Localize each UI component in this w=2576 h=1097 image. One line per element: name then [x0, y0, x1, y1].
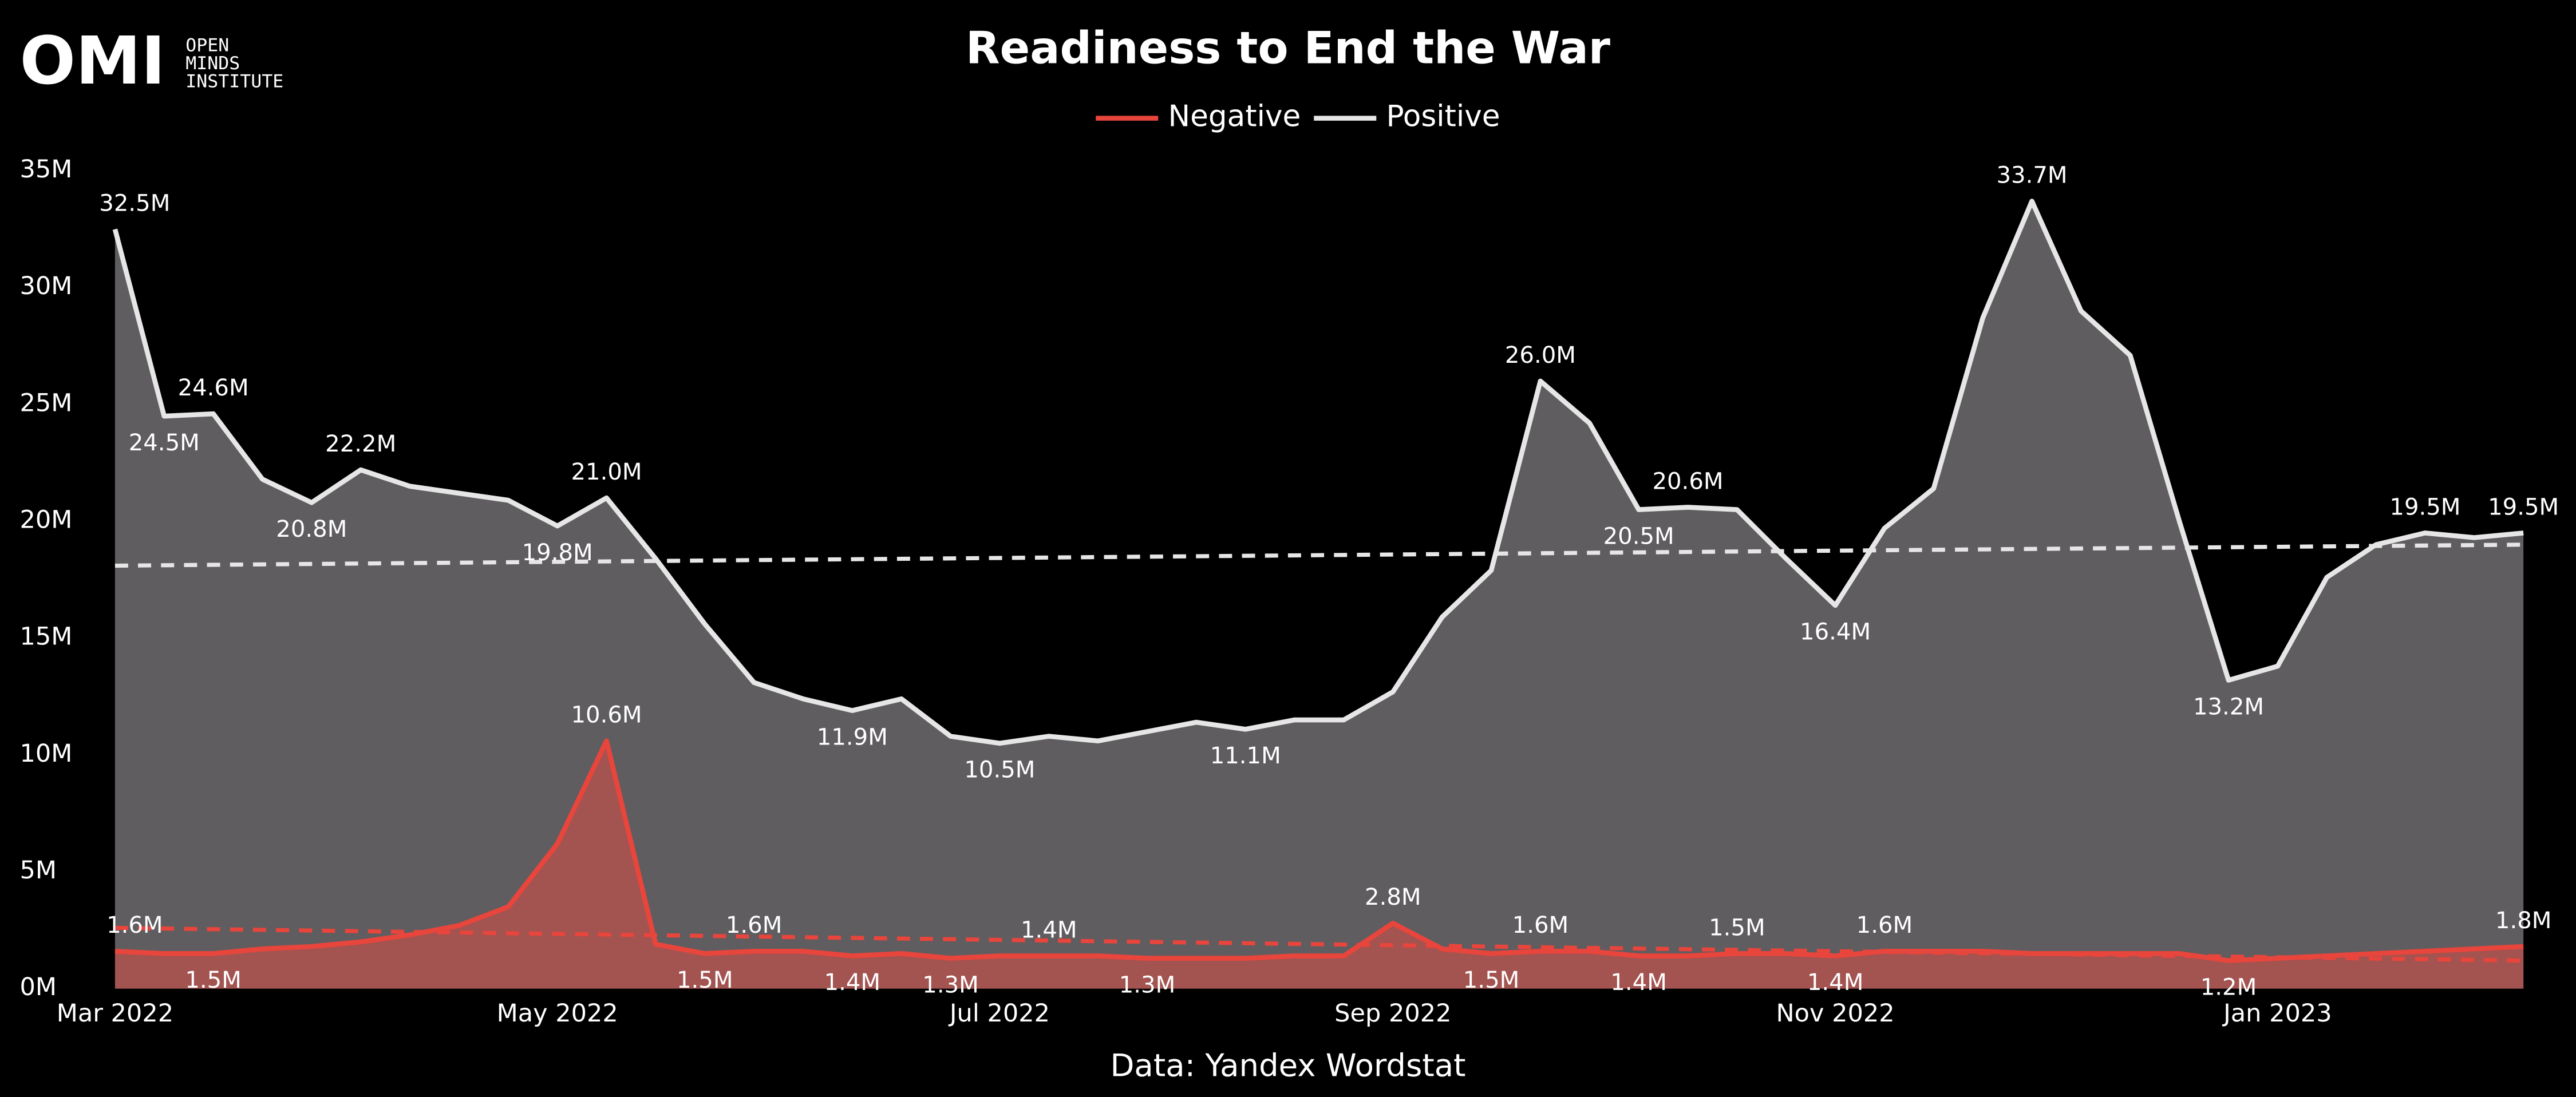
legend-label: Positive — [1386, 100, 1500, 134]
data-label: 24.5M — [129, 430, 200, 456]
area — [114, 201, 2524, 989]
trend-line — [114, 925, 2524, 963]
logo-text: MINDS — [185, 53, 240, 74]
data-label: 19.8M — [522, 540, 593, 566]
data-label: 1.5M — [1463, 967, 1520, 993]
data-label: 11.1M — [1210, 743, 1281, 769]
data-label: 1.5M — [677, 967, 733, 993]
data-label: 1.2M — [2200, 974, 2257, 1000]
y-tick-label: 15M — [19, 623, 72, 651]
data-label: 11.9M — [817, 724, 888, 750]
trend-line — [114, 542, 2524, 568]
data-label: 1.3M — [1119, 972, 1176, 998]
data-label: 19.5M — [2488, 494, 2559, 520]
data-label: 1.5M — [1709, 914, 1765, 941]
data-label: 2.8M — [1365, 884, 1421, 910]
logo-mark: OMI — [19, 23, 165, 100]
legend-label: Negative — [1168, 100, 1301, 134]
legend: Negative Positive — [1096, 100, 1500, 134]
data-label: 1.4M — [1021, 917, 1077, 943]
data-label: 1.8M — [2495, 908, 2552, 934]
chart-title: Readiness to End the War — [966, 22, 1610, 74]
data-label: 1.4M — [824, 969, 881, 996]
x-tick-label: Mar 2022 — [57, 999, 173, 1028]
x-tick-label: Sep 2022 — [1334, 999, 1451, 1028]
data-label: 16.4M — [1800, 619, 1871, 645]
data-label: 20.8M — [276, 516, 347, 542]
data-label: 20.6M — [1652, 468, 1723, 494]
line — [112, 199, 2524, 746]
data-label: 24.6M — [178, 375, 249, 401]
y-tick-label: 35M — [19, 155, 72, 184]
y-tick-label: 5M — [19, 856, 57, 885]
data-label: 26.0M — [1505, 342, 1576, 369]
x-tick-label: Jan 2023 — [2222, 999, 2332, 1028]
data-label: 10.6M — [571, 702, 642, 728]
y-tick-label: 10M — [19, 739, 72, 768]
source: Data: Yandex Wordstat — [1110, 1047, 1465, 1083]
y-tick-label: 0M — [19, 973, 57, 1001]
data-label: 20.5M — [1603, 523, 1674, 549]
data-label: 19.5M — [2389, 494, 2460, 520]
y-tick-label: 20M — [19, 505, 72, 534]
x-tick-label: May 2022 — [497, 999, 618, 1028]
data-label: 1.6M — [1856, 912, 1913, 938]
data-label: 10.5M — [964, 757, 1035, 783]
y-tick-label: 25M — [19, 389, 72, 417]
data-label: 1.3M — [922, 972, 979, 998]
data-label: 33.7M — [1997, 162, 2068, 188]
data-label: 1.6M — [106, 912, 163, 938]
data-label: 32.5M — [99, 190, 170, 216]
x-tick-label: Nov 2022 — [1776, 999, 1894, 1028]
area — [114, 740, 2524, 989]
data-label: 1.4M — [1807, 969, 1864, 996]
data-label: 22.2M — [325, 431, 396, 457]
x-tick-label: Jul 2022 — [948, 999, 1050, 1028]
logo: OMI OPEN MINDS INSTITUTE — [19, 23, 283, 100]
data-label: 21.0M — [571, 459, 642, 485]
data-label: 13.2M — [2193, 694, 2264, 720]
logo-text: INSTITUTE — [185, 71, 283, 92]
data-label: 1.5M — [185, 967, 242, 993]
y-tick-label: 30M — [19, 272, 72, 300]
data-label: 1.6M — [726, 912, 783, 938]
logo-text: OPEN — [185, 35, 229, 56]
data-label: 1.4M — [1610, 969, 1667, 996]
data-label: 1.6M — [1512, 912, 1569, 938]
